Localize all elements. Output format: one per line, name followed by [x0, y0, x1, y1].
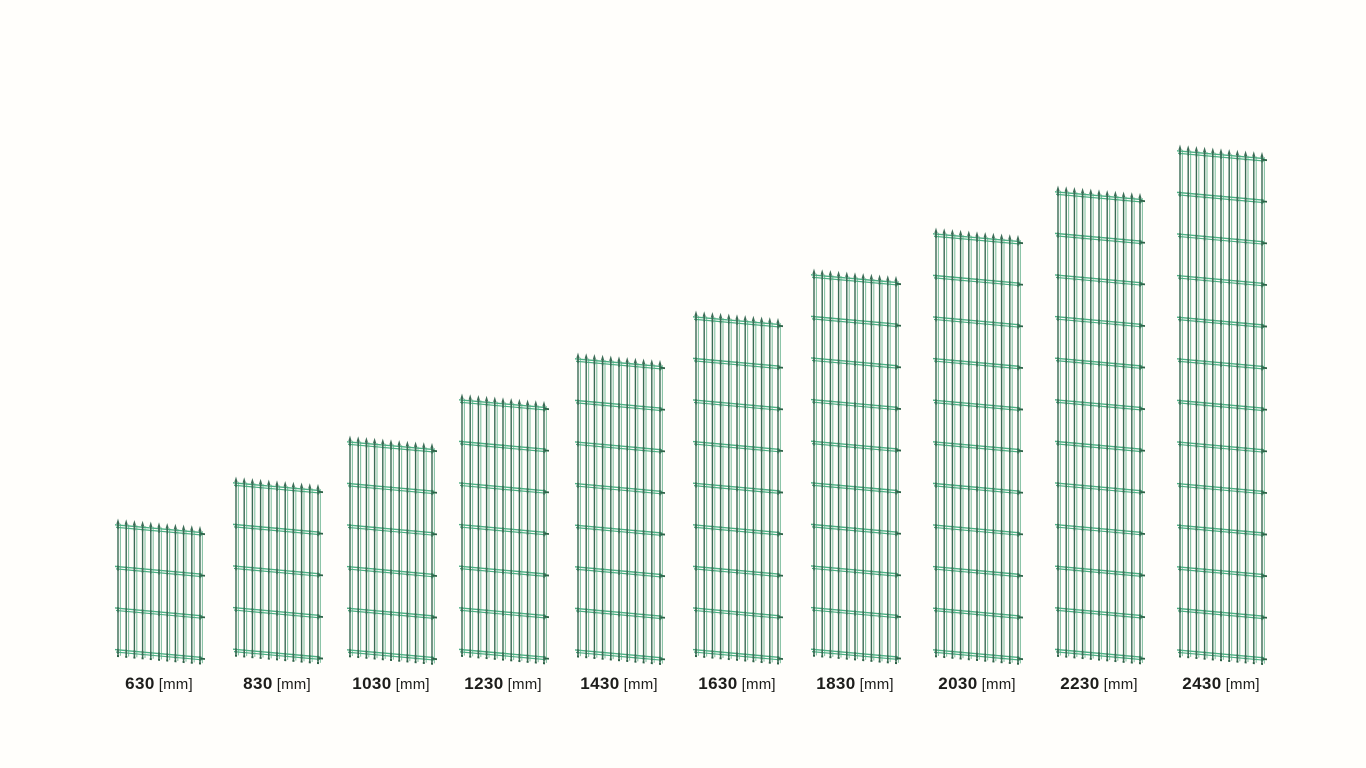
fence-panel-2430: [1174, 142, 1274, 670]
fence-mesh-illustration-830: [233, 476, 323, 665]
panel-height-label-1630: 1630 [mm]: [667, 674, 807, 694]
fence-panel-1430: [572, 350, 672, 670]
fence-mesh-illustration-1030: [347, 435, 437, 665]
fence-panel-1030: [344, 433, 444, 670]
fence-panel-2230: [1052, 183, 1152, 669]
panel-height-label-1030: 1030 [mm]: [321, 674, 461, 694]
fence-panel-1830: [808, 266, 908, 669]
fence-panel-830: [230, 474, 330, 669]
height-value: 1830: [816, 674, 856, 693]
height-value: 1630: [698, 674, 738, 693]
height-unit: [mm]: [395, 676, 430, 693]
height-value: 630: [125, 674, 155, 693]
panel-height-label-1430: 1430 [mm]: [549, 674, 689, 694]
fence-panel-1630: [690, 308, 790, 669]
panel-height-label-630: 630 [mm]: [89, 674, 229, 694]
height-value: 2430: [1182, 674, 1222, 693]
height-unit: [mm]: [741, 676, 776, 693]
height-unit: [mm]: [507, 676, 542, 693]
fence-mesh-illustration-1630: [693, 310, 783, 665]
height-value: 2230: [1060, 674, 1100, 693]
fence-mesh-illustration-2030: [933, 227, 1023, 665]
height-unit: [mm]: [981, 676, 1016, 693]
panel-height-label-2430: 2430 [mm]: [1151, 674, 1291, 694]
height-value: 1430: [580, 674, 620, 693]
fence-mesh-illustration-1430: [575, 352, 665, 665]
height-value: 1230: [464, 674, 504, 693]
fence-mesh-illustration-2230: [1055, 185, 1145, 665]
height-unit: [mm]: [1103, 676, 1138, 693]
height-unit: [mm]: [1225, 676, 1260, 693]
fence-panel-1230: [456, 391, 556, 669]
panel-height-label-1830: 1830 [mm]: [785, 674, 925, 694]
panel-height-label-830: 830 [mm]: [207, 674, 347, 694]
fence-mesh-illustration-630: [115, 518, 205, 665]
panel-height-label-2030: 2030 [mm]: [907, 674, 1047, 694]
height-unit: [mm]: [276, 676, 311, 693]
panel-height-label-1230: 1230 [mm]: [433, 674, 573, 694]
panel-height-label-2230: 2230 [mm]: [1029, 674, 1169, 694]
height-unit: [mm]: [623, 676, 658, 693]
height-value: 830: [243, 674, 273, 693]
height-value: 1030: [352, 674, 392, 693]
height-value: 2030: [938, 674, 978, 693]
height-unit: [mm]: [859, 676, 894, 693]
height-unit: [mm]: [158, 676, 193, 693]
fence-panel-2030: [930, 225, 1030, 670]
fence-panel-630: [112, 516, 212, 669]
fence-mesh-illustration-1230: [459, 393, 549, 665]
fence-mesh-illustration-2430: [1177, 144, 1267, 665]
fence-mesh-illustration-1830: [811, 268, 901, 665]
